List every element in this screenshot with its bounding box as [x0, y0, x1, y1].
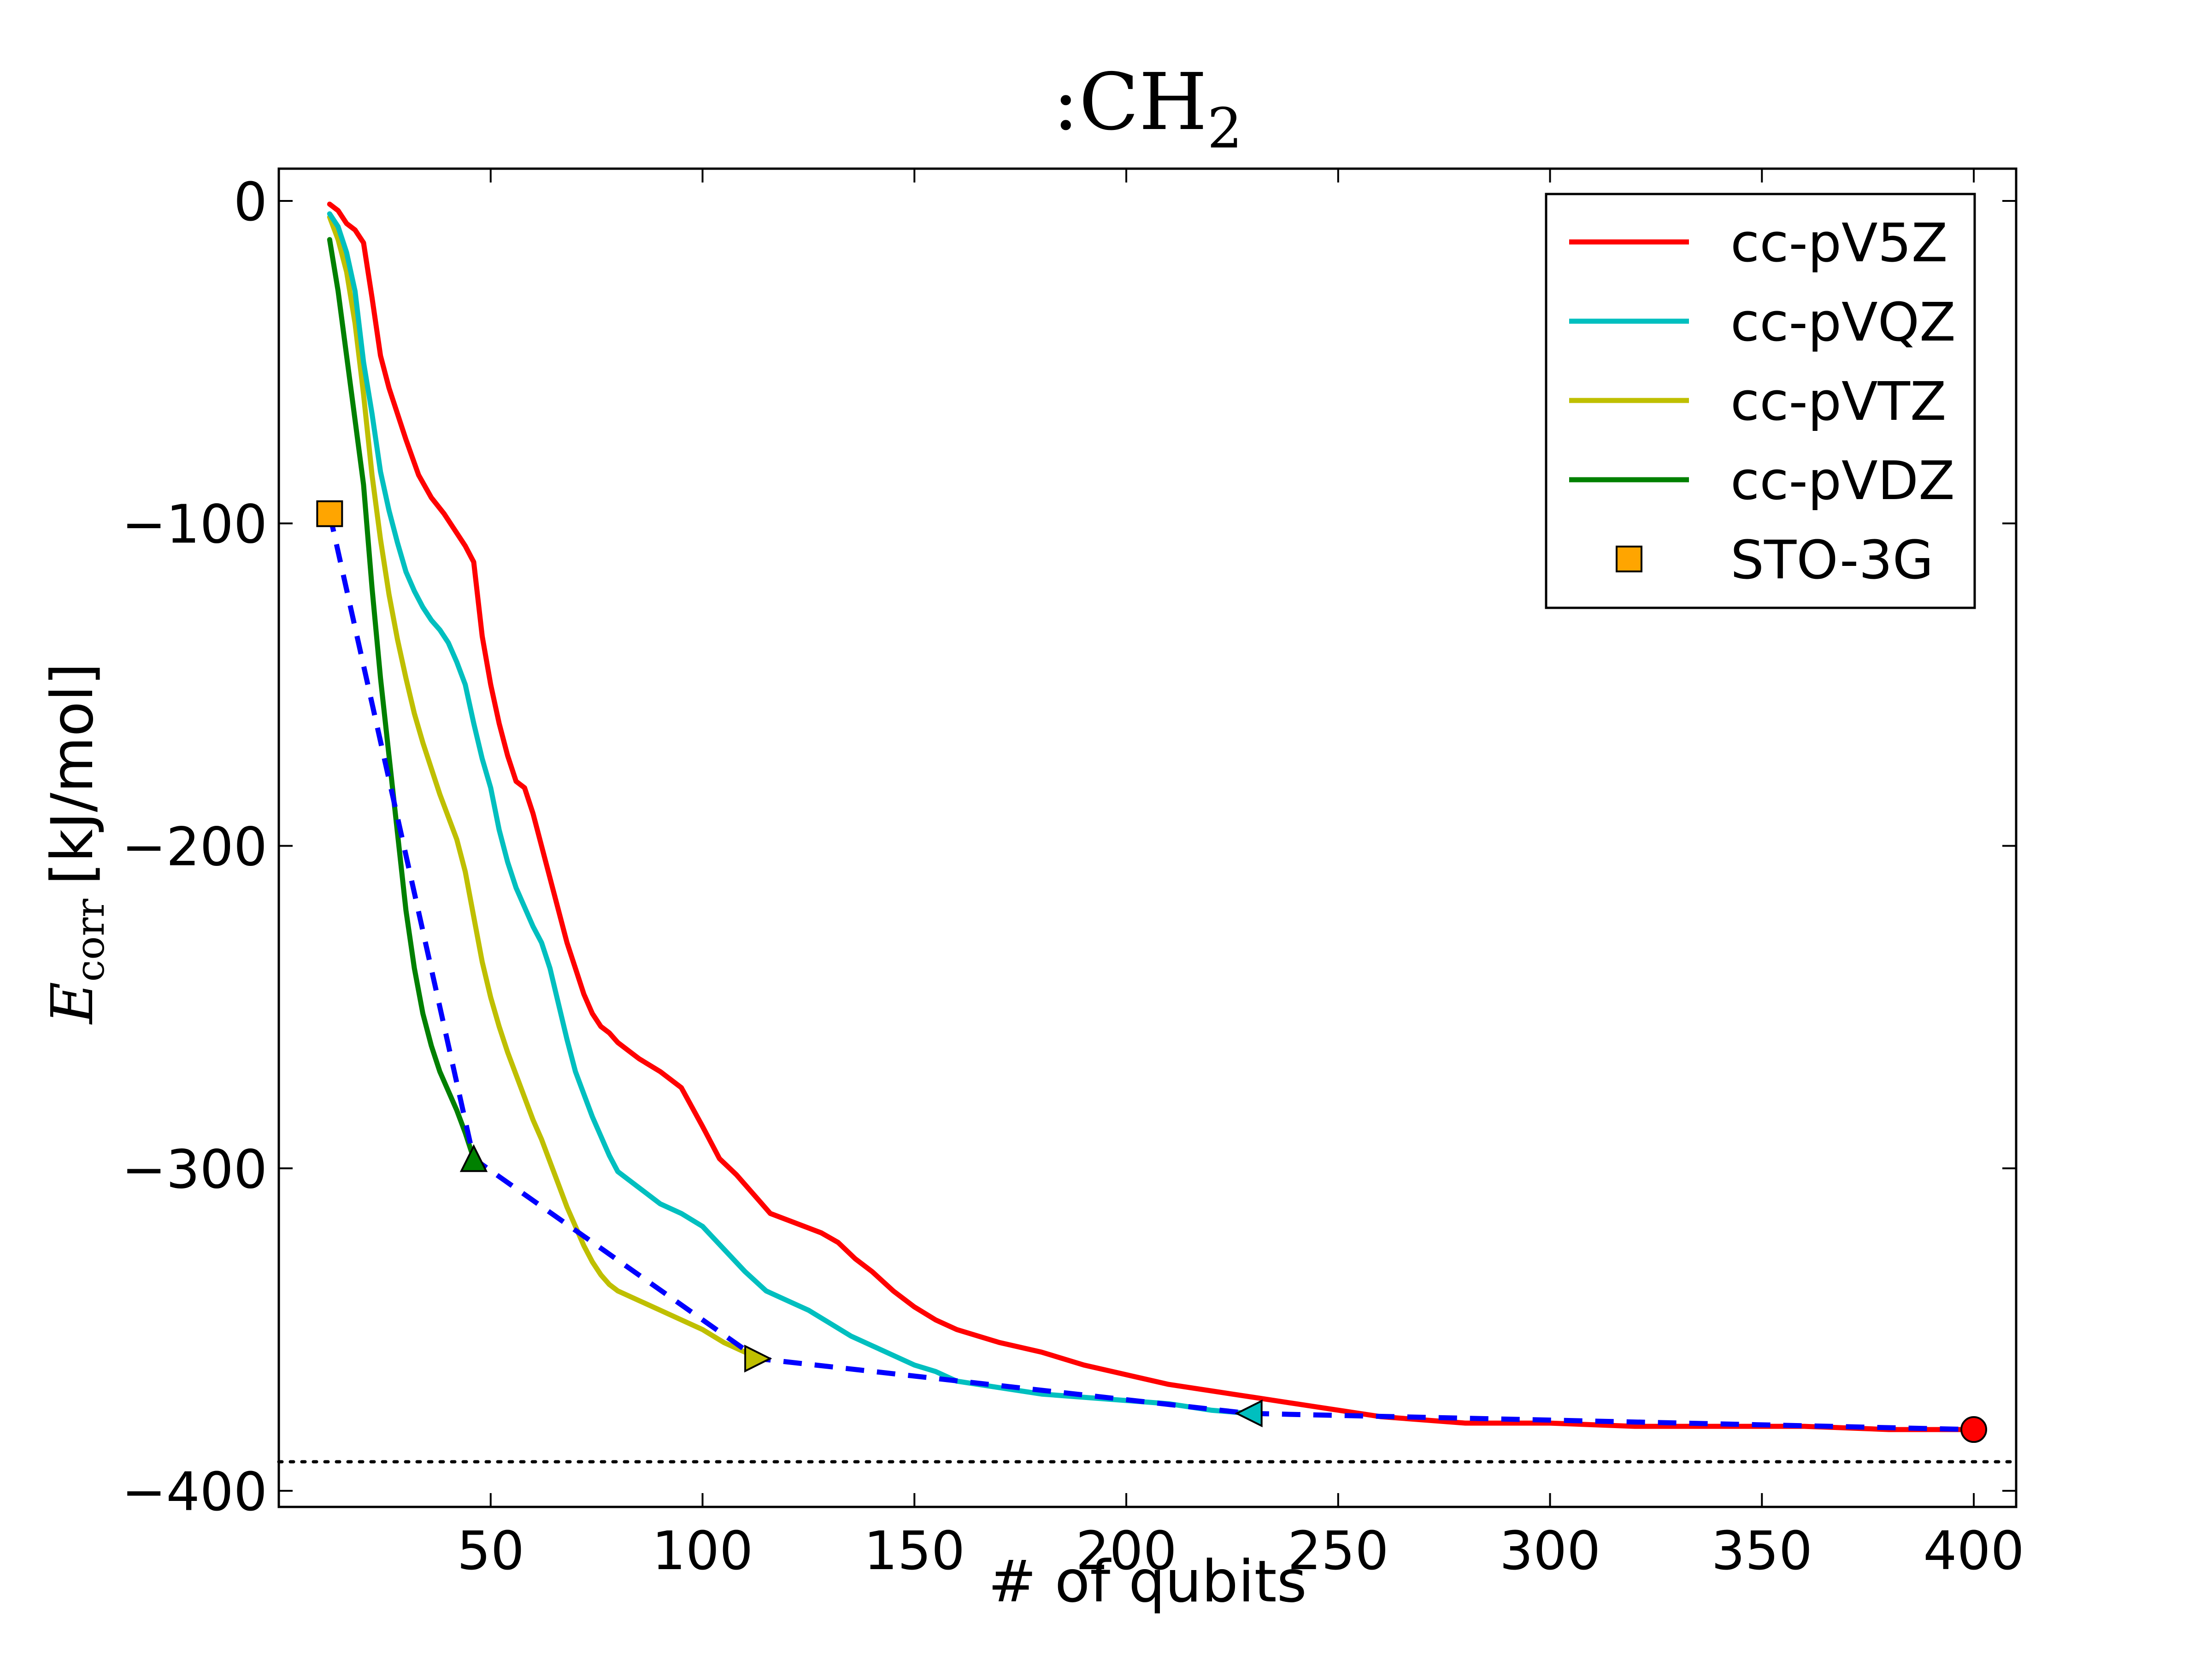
x-tick-label: 150: [864, 1520, 965, 1582]
marker-cc-pv5z: [1960, 1416, 1988, 1443]
x-tick-label: 400: [1923, 1520, 2024, 1582]
legend-label-cc-pvdz: cc-pVDZ: [1730, 450, 1955, 512]
y-tick-label: −300: [122, 1139, 267, 1200]
marker-sto-3g: [316, 500, 343, 527]
y-tick-label: 0: [234, 171, 267, 233]
series-line-cc-pvqz: [327, 211, 1252, 1416]
x-tick-label: 300: [1500, 1520, 1601, 1582]
x-tick-label: 200: [1076, 1520, 1177, 1582]
x-tick-label: 50: [457, 1520, 524, 1582]
series-lines-layer: [327, 201, 1977, 1432]
marker-cc-pvtz: [744, 1344, 772, 1373]
series-line-cc-pv5z: [327, 201, 1977, 1432]
x-axis-label: # of qubits: [988, 1548, 1306, 1615]
legend-label-cc-pv5z: cc-pV5Z: [1730, 212, 1948, 274]
legend-label-cc-pvqz: cc-pVQZ: [1730, 292, 1956, 353]
x-tick-label: 350: [1712, 1520, 1813, 1582]
marker-cc-pvdz: [459, 1144, 488, 1172]
x-tick-label: 100: [652, 1520, 753, 1582]
marker-cc-pvqz: [1235, 1399, 1263, 1428]
ticks-layer: 50 100 150 200 250 300 350 400 0 −100 −200 −300 −400: [122, 169, 2024, 1582]
plot-frame: [277, 167, 2018, 1508]
y-tick-label: −200: [122, 816, 267, 878]
legend-items: cc-pV5Z cc-pVQZ cc-pVTZ cc-pVDZ STO-3G: [1569, 212, 1956, 591]
x-tick-label: 250: [1288, 1520, 1389, 1582]
y-tick-label: −400: [122, 1461, 267, 1523]
legend-label-cc-pvtz: cc-pVTZ: [1730, 371, 1947, 433]
markers-layer: [316, 500, 1988, 1443]
series-line-cc-pvdz: [327, 237, 477, 1161]
y-tick-label: −100: [122, 494, 267, 556]
legend-label-sto-3g: STO-3G: [1730, 529, 1934, 591]
legend-swatch-sto-3g: [1616, 546, 1642, 572]
y-axis-label-units: [kJ/mol]: [39, 663, 106, 885]
chart-title: :CH2: [1053, 57, 1242, 161]
y-axis-label-subscript: corr: [68, 899, 113, 982]
y-axis-label: Ecorr [kJ/mol]: [39, 663, 113, 1024]
y-axis-label-symbol: E: [39, 982, 106, 1024]
series-line-cc-pvtz: [327, 214, 760, 1361]
legend: cc-pV5Z cc-pVQZ cc-pVTZ cc-pVDZ STO-3G: [1545, 193, 1976, 609]
